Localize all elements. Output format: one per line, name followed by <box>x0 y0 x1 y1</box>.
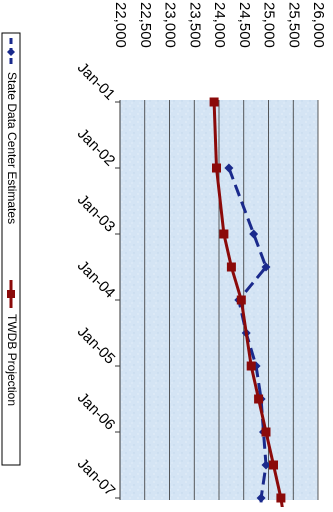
value-axis-tick-label: 26,000 <box>310 2 327 48</box>
legend: State Data Center Estimates TWDB Projecti… <box>2 33 20 465</box>
legend-label: State Data Center Estimates <box>5 72 19 224</box>
value-axis-tick-label: 23,000 <box>162 2 179 48</box>
data-point-square <box>262 428 271 437</box>
category-tick-label: Jan-07 <box>74 455 118 499</box>
category-tick-label: Jan-04 <box>74 257 118 301</box>
legend-marker-square <box>7 290 15 298</box>
value-axis-tick-label: 24,000 <box>211 2 228 48</box>
value-axis-tick-label: 25,000 <box>261 2 278 48</box>
data-point-square <box>212 164 221 173</box>
data-point-square <box>210 98 219 107</box>
data-point-square <box>254 395 263 404</box>
category-tick-label: Jan-02 <box>74 125 118 169</box>
value-axis-tick-label: 23,500 <box>186 2 203 48</box>
data-point-square <box>219 230 228 239</box>
data-point-square <box>237 296 246 305</box>
category-tick-label: Jan-01 <box>74 59 118 103</box>
category-tick-label: Jan-05 <box>74 323 118 367</box>
category-tick-label: Jan-06 <box>74 389 118 433</box>
value-axis-tick-label: 24,500 <box>236 2 253 48</box>
plot-area <box>120 100 318 500</box>
value-axis-tick-label: 22,000 <box>112 2 129 48</box>
data-point-square <box>227 263 236 272</box>
value-axis-tick-label: 25,500 <box>285 2 302 48</box>
data-point-square <box>276 494 285 503</box>
data-point-square <box>269 461 278 470</box>
data-point-square <box>247 362 256 371</box>
value-axis-tick-label: 22,500 <box>137 2 154 48</box>
category-tick-label: Jan-03 <box>74 191 118 235</box>
legend-label: TWDB Projection <box>5 314 19 406</box>
